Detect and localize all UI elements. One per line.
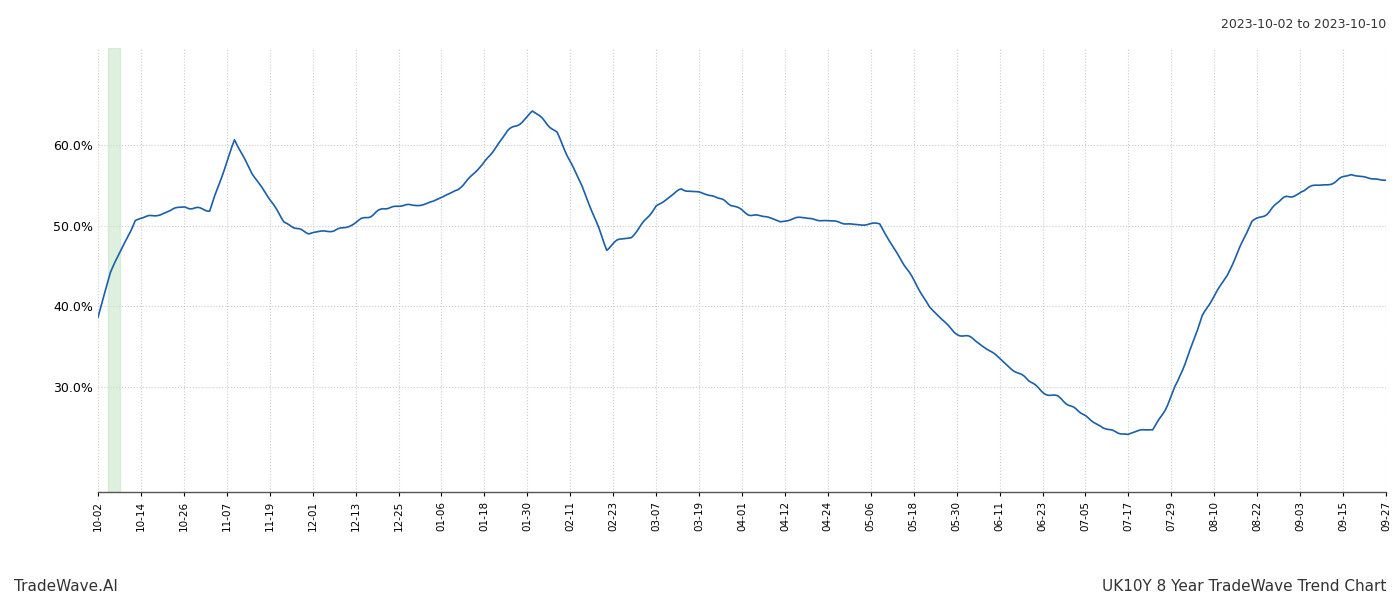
Text: TradeWave.AI: TradeWave.AI (14, 579, 118, 594)
Text: 2023-10-02 to 2023-10-10: 2023-10-02 to 2023-10-10 (1221, 18, 1386, 31)
Bar (108, 48, 120, 492)
Text: UK10Y 8 Year TradeWave Trend Chart: UK10Y 8 Year TradeWave Trend Chart (1102, 579, 1386, 594)
